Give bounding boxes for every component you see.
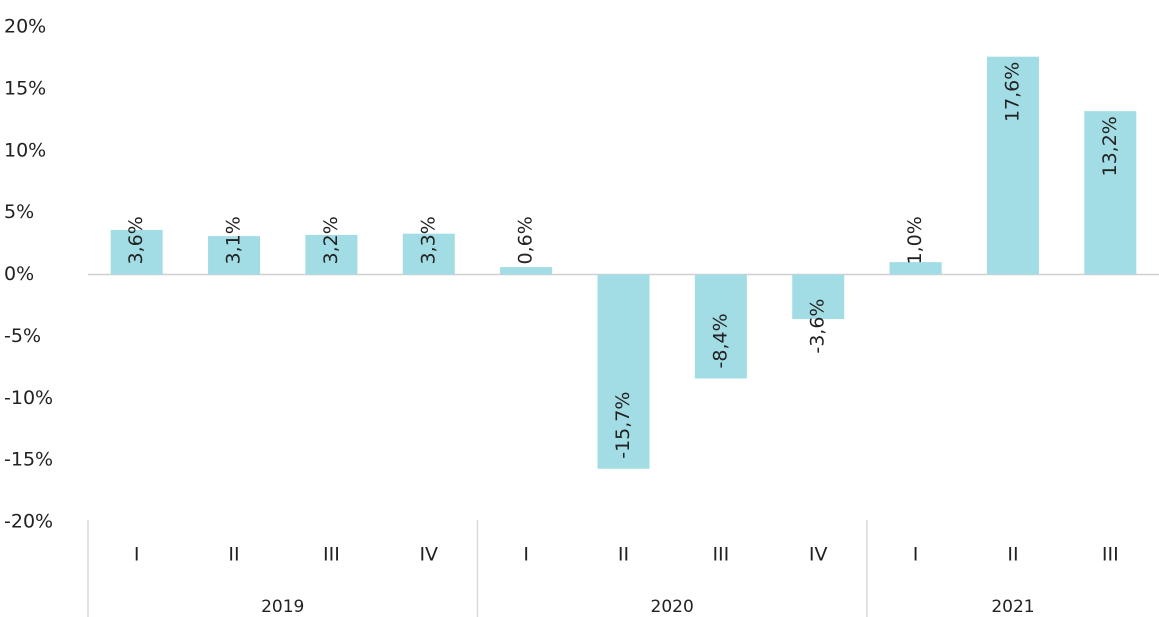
bar — [986, 56, 1039, 275]
group-label: 2021 — [991, 597, 1034, 617]
bar — [889, 262, 942, 275]
value-label: -8,4% — [709, 313, 731, 368]
bar — [208, 236, 261, 275]
x-tick-label: III — [712, 544, 729, 566]
bar — [597, 274, 650, 469]
x-tick-label: II — [618, 544, 629, 566]
y-tick-label: 0% — [4, 263, 34, 285]
bar — [792, 274, 845, 320]
value-label: 13,2% — [1099, 116, 1121, 176]
x-tick-label: IV — [419, 544, 438, 566]
x-tick-label: III — [1102, 544, 1119, 566]
x-tick-label: II — [228, 544, 239, 566]
bar — [402, 233, 455, 275]
bar — [305, 234, 358, 275]
value-label: 3,6% — [125, 216, 147, 264]
y-tick-label: -10% — [4, 387, 53, 409]
y-tick-label: 5% — [4, 201, 34, 223]
x-tick-label: II — [1007, 544, 1018, 566]
bar — [1084, 111, 1137, 275]
y-tick-label: 15% — [4, 77, 46, 99]
bar — [500, 267, 553, 275]
group-label: 2020 — [651, 597, 694, 617]
y-tick-label: 20% — [4, 16, 46, 38]
y-tick-label: -15% — [4, 449, 53, 471]
y-tick-label: -20% — [4, 511, 53, 533]
y-tick-label: 10% — [4, 139, 46, 161]
value-label: -3,6% — [807, 299, 829, 354]
value-label: 1,0% — [904, 216, 926, 264]
x-tick-label: IV — [809, 544, 828, 566]
value-label: -15,7% — [612, 392, 634, 459]
x-tick-label: I — [913, 544, 919, 566]
x-tick-label: I — [523, 544, 529, 566]
y-tick-label: -5% — [4, 325, 41, 347]
group-label: 2019 — [261, 597, 304, 617]
value-label: 3,3% — [417, 216, 439, 264]
value-label: 17,6% — [1001, 62, 1023, 122]
value-label: 3,1% — [223, 216, 245, 264]
x-tick-label: III — [323, 544, 340, 566]
value-label: 3,2% — [320, 216, 342, 264]
bar — [110, 229, 163, 275]
x-tick-label: I — [134, 544, 140, 566]
bar — [694, 274, 747, 379]
value-label: 0,6% — [515, 216, 537, 264]
